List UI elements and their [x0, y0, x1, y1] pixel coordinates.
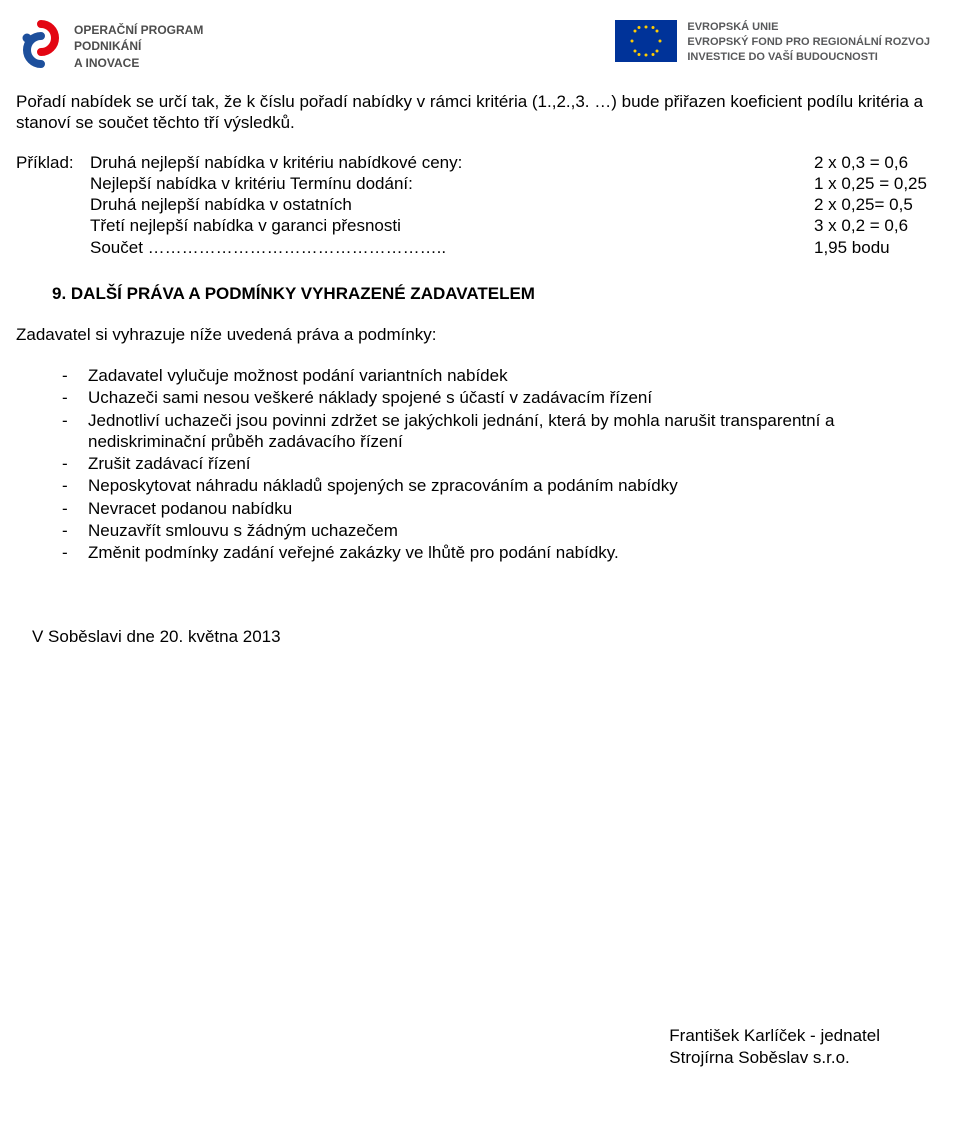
opi-logo-block: OPERAČNÍ PROGRAM PODNIKÁNÍ A INOVACE: [18, 20, 203, 73]
example-row-value: 2 x 0,25= 0,5: [814, 194, 944, 215]
eu-line1: EVROPSKÁ UNIE: [687, 20, 930, 35]
opi-logo-icon: [18, 20, 64, 73]
section-9-bullets: Zadavatel vylučuje možnost podání varian…: [16, 365, 944, 563]
list-item: Uchazeči sami nesou veškeré náklady spoj…: [88, 387, 920, 408]
example-row-label: Třetí nejlepší nabídka v garanci přesnos…: [90, 215, 814, 236]
list-item: Neuzavřít smlouvu s žádným uchazečem: [88, 520, 920, 541]
intro-paragraph: Pořadí nabídek se určí tak, že k číslu p…: [16, 91, 944, 134]
example-row-label: Nejlepší nabídka v kritériu Termínu dodá…: [90, 173, 814, 194]
example-prefix: Příklad:: [16, 152, 90, 173]
example-row-value: 3 x 0,2 = 0,6: [814, 215, 944, 236]
eu-flag-icon: [615, 20, 677, 67]
example-sum-label: Součet ……………………………………………..: [90, 237, 814, 258]
opi-line2: PODNIKÁNÍ: [74, 38, 203, 54]
section-9-lead: Zadavatel si vyhrazuje níže uvedená práv…: [16, 324, 944, 345]
list-item: Neposkytovat náhradu nákladů spojených s…: [88, 475, 920, 496]
page-content: Pořadí nabídek se určí tak, že k číslu p…: [0, 91, 960, 647]
signature-name: František Karlíček - jednatel: [669, 1025, 880, 1047]
list-item: Jednotliví uchazeči jsou povinni zdržet …: [88, 410, 920, 453]
section-9-heading: 9. DALŠÍ PRÁVA A PODMÍNKY VYHRAZENÉ ZADA…: [52, 284, 944, 304]
example-row-label: Druhá nejlepší nabídka v ostatních: [90, 194, 814, 215]
eu-line2: EVROPSKÝ FOND PRO REGIONÁLNÍ ROZVOJ: [687, 35, 930, 50]
date-line: V Soběslavi dne 20. května 2013: [32, 627, 944, 647]
example-sum-dots: ……………………………………………..: [148, 237, 446, 258]
example-row-label: Druhá nejlepší nabídka v kritériu nabídk…: [90, 152, 814, 173]
signature-block: František Karlíček - jednatel Strojírna …: [669, 1025, 880, 1069]
list-item: Zrušit zadávací řízení: [88, 453, 920, 474]
eu-line3: INVESTICE DO VAŠÍ BUDOUCNOSTI: [687, 50, 930, 65]
example-block: Příklad: Druhá nejlepší nabídka v kritér…: [16, 152, 944, 258]
signature-company: Strojírna Soběslav s.r.o.: [669, 1047, 880, 1069]
example-row-value: 1 x 0,25 = 0,25: [814, 173, 944, 194]
eu-logo-block: EVROPSKÁ UNIE EVROPSKÝ FOND PRO REGIONÁL…: [615, 20, 930, 67]
list-item: Změnit podmínky zadání veřejné zakázky v…: [88, 542, 920, 563]
list-item: Zadavatel vylučuje možnost podání varian…: [88, 365, 920, 386]
opi-line1: OPERAČNÍ PROGRAM: [74, 22, 203, 38]
page-header: OPERAČNÍ PROGRAM PODNIKÁNÍ A INOVACE EVR…: [0, 0, 960, 91]
example-sum-value: 1,95 bodu: [814, 237, 944, 258]
opi-line3: A INOVACE: [74, 55, 203, 71]
opi-logo-text: OPERAČNÍ PROGRAM PODNIKÁNÍ A INOVACE: [74, 22, 203, 71]
list-item: Nevracet podanou nabídku: [88, 498, 920, 519]
example-row-value: 2 x 0,3 = 0,6: [814, 152, 944, 173]
eu-logo-text: EVROPSKÁ UNIE EVROPSKÝ FOND PRO REGIONÁL…: [687, 20, 930, 65]
